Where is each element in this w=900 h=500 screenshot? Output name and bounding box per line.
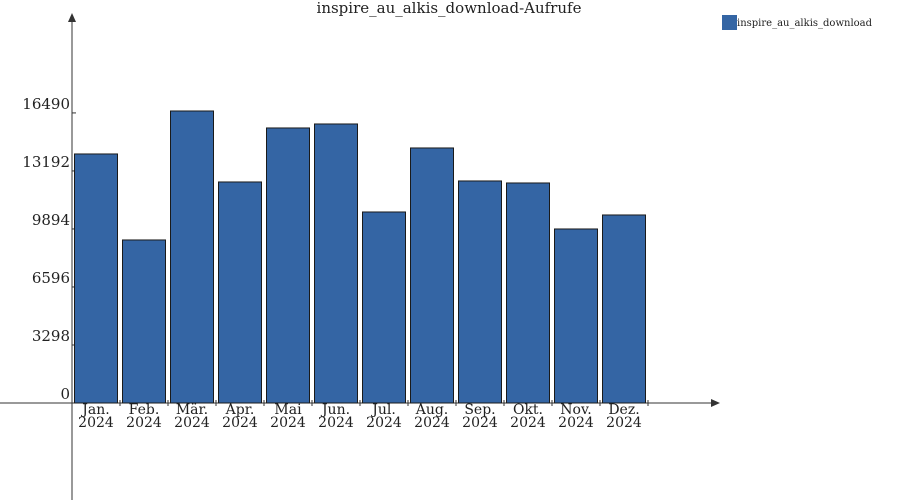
x-tick-label: Okt. 2024 bbox=[510, 402, 546, 431]
y-arrow bbox=[68, 13, 76, 22]
x-tick-label: Apr. 2024 bbox=[222, 402, 258, 431]
bar bbox=[506, 182, 550, 404]
x-tick-label: Feb. 2024 bbox=[126, 402, 162, 431]
bar bbox=[314, 123, 358, 404]
bar bbox=[458, 180, 502, 404]
bar bbox=[266, 127, 310, 404]
chart-title: inspire_au_alkis_download-Aufrufe bbox=[317, 0, 582, 17]
x-tick-label: Jun. 2024 bbox=[318, 402, 354, 431]
bar bbox=[122, 239, 166, 404]
x-tick-label: Jan. 2024 bbox=[78, 402, 114, 431]
x-tick-label: Dez. 2024 bbox=[606, 402, 642, 431]
bar bbox=[362, 211, 406, 404]
y-tick-label: 3298 bbox=[32, 327, 70, 345]
y-tick-label: 9894 bbox=[32, 211, 70, 229]
x-tick-label: Aug. 2024 bbox=[414, 402, 450, 431]
x-arrow bbox=[711, 399, 720, 407]
y-tick-label: 13192 bbox=[22, 153, 70, 171]
bar bbox=[602, 214, 646, 404]
bar bbox=[74, 153, 118, 404]
x-tick-label: Nov. 2024 bbox=[558, 402, 594, 431]
bar bbox=[170, 110, 214, 404]
x-tick-label: Mai 2024 bbox=[270, 402, 306, 431]
bar bbox=[218, 181, 262, 404]
y-tick-label: 16490 bbox=[22, 95, 70, 113]
bar bbox=[554, 228, 598, 404]
y-tick-label: 0 bbox=[60, 385, 70, 403]
x-tick-label: Mär. 2024 bbox=[174, 402, 210, 431]
y-tick-label: 6596 bbox=[32, 269, 70, 287]
x-tick-label: Sep. 2024 bbox=[462, 402, 498, 431]
legend-swatch bbox=[722, 15, 737, 30]
bar bbox=[410, 147, 454, 404]
legend-label: inspire_au_alkis_download bbox=[737, 18, 873, 29]
x-tick-label: Jul. 2024 bbox=[366, 402, 402, 431]
